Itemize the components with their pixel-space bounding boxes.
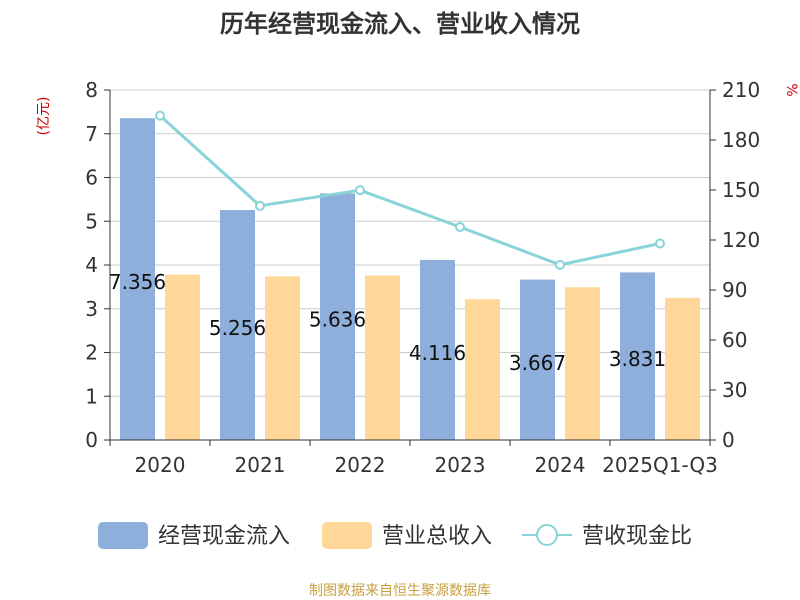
x-tick-label: 2020: [135, 453, 186, 477]
bar-cash-inflow: [620, 272, 655, 440]
left-tick-label: 0: [85, 428, 98, 452]
bar-layer: [120, 118, 700, 441]
right-tick-label: 150: [722, 178, 760, 202]
right-tick-label: 210: [722, 78, 760, 102]
bar-revenue: [565, 287, 600, 440]
bar-cash-inflow: [120, 118, 155, 441]
axis-layer: 0 1 2 3 4 5 6 7 8 0 30 60 90 120 150 180 210 2020 2021 2022…: [85, 78, 760, 477]
left-axis-unit-label: (亿元): [36, 97, 52, 136]
right-tick-label: 180: [722, 128, 760, 152]
legend: 经营现金流入 营业总收入 营收现金比: [98, 522, 692, 549]
ratio-point: [655, 238, 665, 249]
bar-data-label: 5.636: [309, 308, 366, 332]
legend-swatch: [98, 522, 148, 549]
right-tick-label: 60: [722, 328, 747, 352]
left-tick-label: 8: [85, 78, 98, 102]
bar-cash-inflow: [520, 279, 555, 440]
ratio-line: [158, 114, 661, 267]
right-tick-label: 90: [722, 278, 747, 302]
left-tick-label: 2: [85, 341, 98, 365]
x-tick-label: 2023: [435, 453, 486, 477]
right-axis-unit-label: %: [783, 83, 799, 96]
bar-cash-inflow: [420, 259, 455, 440]
left-tick-label: 7: [85, 122, 98, 146]
line-layer: [155, 110, 665, 270]
data-label-layer: 7.356 5.256 5.636 4.116 3.667 3.831: [109, 270, 666, 375]
legend-swatch: [322, 522, 372, 549]
right-tick-label: 30: [722, 378, 747, 402]
bar-revenue: [365, 275, 400, 440]
x-tick-label: 2022: [335, 453, 386, 477]
left-tick-label: 5: [85, 209, 98, 233]
bar-data-label: 3.667: [509, 351, 566, 375]
bar-revenue: [165, 274, 200, 440]
right-tick-label: 0: [722, 428, 735, 452]
source-footer: 制图数据来自恒生聚源数据库: [309, 583, 491, 599]
x-tick-label: 2021: [235, 453, 286, 477]
bar-cash-inflow: [320, 193, 355, 440]
x-tick-label: 2024: [535, 453, 586, 477]
bar-cash-inflow: [220, 210, 255, 440]
legend-label: 营收现金比: [582, 524, 692, 549]
ratio-point: [155, 110, 165, 121]
ratio-point: [355, 185, 365, 196]
right-tick-label: 120: [722, 228, 760, 252]
left-tick-label: 6: [85, 166, 98, 190]
bar-data-label: 5.256: [209, 316, 266, 340]
left-tick-label: 3: [85, 297, 98, 321]
bar-revenue: [265, 276, 300, 440]
bar-data-label: 4.116: [409, 341, 466, 365]
ratio-point: [555, 259, 565, 270]
bar-data-label: 3.831: [609, 347, 666, 371]
legend-marker: [536, 524, 558, 546]
legend-label: 经营现金流入: [158, 524, 290, 549]
left-tick-label: 4: [85, 253, 98, 277]
grid-layer: [110, 89, 710, 397]
bar-revenue: [465, 299, 500, 440]
left-tick-label: 1: [85, 384, 98, 408]
ratio-point: [455, 222, 465, 232]
bar-data-label: 7.356: [109, 270, 166, 294]
ratio-point: [255, 200, 265, 211]
chart-title: 历年经营现金流入、营业收入情况: [220, 10, 580, 38]
bar-revenue: [665, 297, 700, 440]
legend-label: 营业总收入: [382, 524, 492, 549]
x-tick-label: 2025Q1-Q3: [602, 453, 718, 477]
